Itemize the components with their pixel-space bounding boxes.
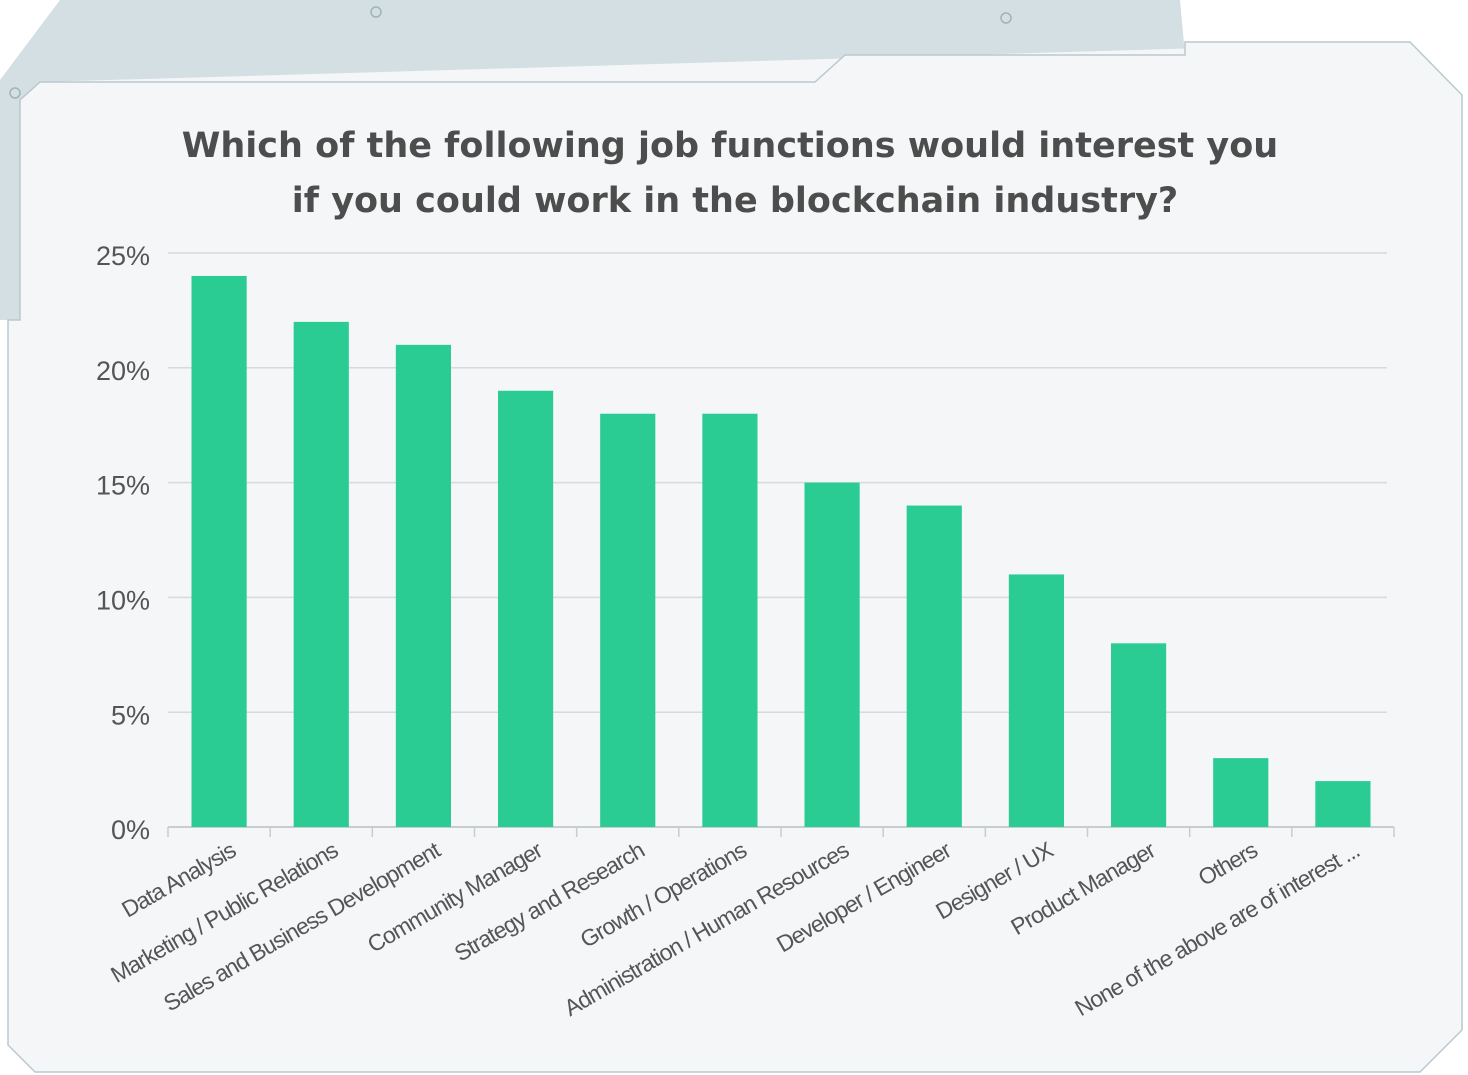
bar xyxy=(1110,643,1167,827)
y-tick-label: 20% xyxy=(96,356,150,386)
chart-title: if you could work in the blockchain indu… xyxy=(292,181,1178,221)
y-tick-label: 10% xyxy=(96,586,150,616)
bar xyxy=(395,344,452,827)
y-tick-label: 0% xyxy=(111,815,150,845)
y-tick-label: 5% xyxy=(111,700,150,730)
bar xyxy=(804,482,860,827)
y-tick-label: 15% xyxy=(96,471,150,501)
bar xyxy=(1213,758,1269,827)
y-tick-label: 25% xyxy=(96,241,150,271)
bar xyxy=(191,275,247,828)
bar xyxy=(1315,781,1371,827)
bar xyxy=(1008,574,1065,827)
chart-title: Which of the following job functions wou… xyxy=(182,126,1278,166)
bar xyxy=(600,413,656,827)
bar xyxy=(293,321,349,827)
bar xyxy=(497,390,554,827)
bar xyxy=(906,505,962,827)
bar xyxy=(702,413,758,827)
